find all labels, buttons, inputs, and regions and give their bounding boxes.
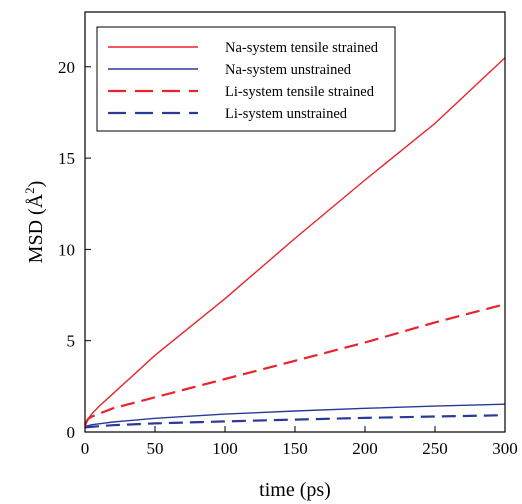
x-tick-label: 250 xyxy=(422,439,448,458)
x-tick-label: 200 xyxy=(352,439,378,458)
x-tick-label: 300 xyxy=(492,439,518,458)
x-tick-label: 0 xyxy=(81,439,90,458)
legend-label-2: Na-system unstrained xyxy=(225,62,352,78)
series-line-1 xyxy=(84,57,506,427)
legend-label-1: Na-system tensile strained xyxy=(225,40,379,56)
series-line-3 xyxy=(84,303,506,426)
y-tick-label: 20 xyxy=(58,58,75,77)
y-axis-title-prefix: MSD (Å xyxy=(25,193,47,263)
y-axis-title-suffix: ) xyxy=(25,181,47,188)
axes-layer: 0 50 100 150 200 250 300 0 5 10 15 20 xyxy=(58,11,518,458)
series-line-2 xyxy=(84,403,506,428)
legend: Na-system tensile strained Na-system unst… xyxy=(96,26,396,132)
y-tick-label: 15 xyxy=(58,149,75,168)
legend-label-4: Li-system unstrained xyxy=(225,106,348,122)
y-axis-title: MSD (Å2) xyxy=(22,181,47,264)
legend-label-3: Li-system tensile strained xyxy=(225,84,375,100)
series-line-4 xyxy=(84,414,506,429)
y-tick-label: 10 xyxy=(58,240,75,259)
x-tick-label: 50 xyxy=(147,439,164,458)
x-tick-label: 150 xyxy=(282,439,308,458)
y-tick-label: 5 xyxy=(67,332,76,351)
x-axis-title: time (ps) xyxy=(259,479,331,501)
series-layer xyxy=(84,57,506,429)
x-tick-label: 100 xyxy=(212,439,238,458)
y-tick-label: 0 xyxy=(67,423,76,442)
y-axis-title-exponent: 2 xyxy=(22,187,37,194)
